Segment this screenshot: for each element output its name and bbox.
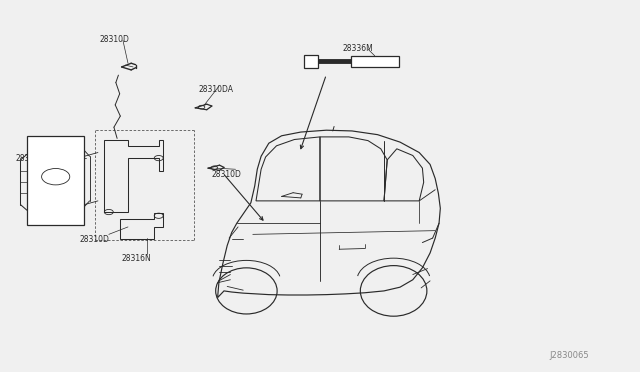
Text: 28310D: 28310D [80, 235, 110, 244]
Text: 28310D: 28310D [211, 170, 241, 179]
Text: 28316N: 28316N [122, 254, 151, 263]
Text: J2830065: J2830065 [549, 351, 589, 360]
Bar [351, 59, 399, 64]
Bar [304, 55, 318, 68]
Bar [351, 56, 399, 67]
Text: 28310DA: 28310DA [198, 85, 234, 94]
Text: 28310D: 28310D [99, 35, 129, 44]
Bar [27, 136, 84, 225]
Text: 28342: 28342 [16, 154, 40, 163]
Text: 28336M: 28336M [342, 44, 373, 53]
